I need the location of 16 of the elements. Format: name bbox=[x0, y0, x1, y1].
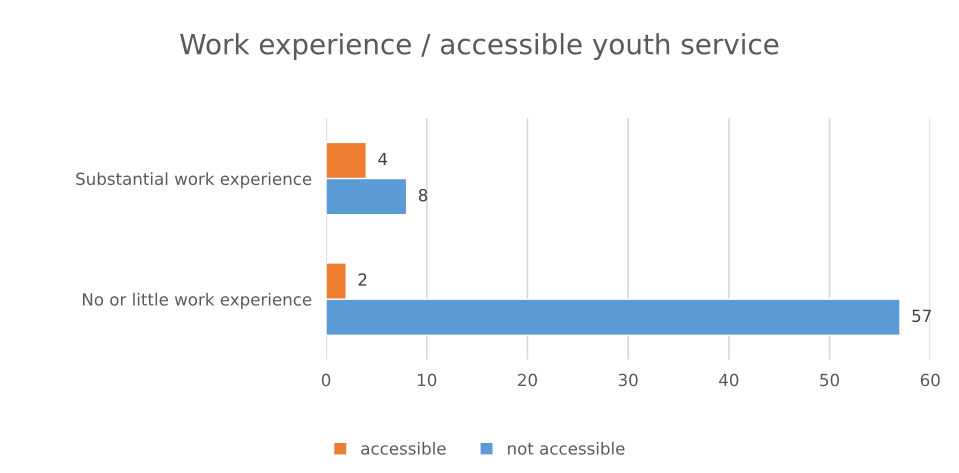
y-tick-label: Substantial work experience bbox=[76, 172, 312, 188]
x-tick-label: 30 bbox=[618, 374, 638, 386]
legend-label: not accessible bbox=[508, 442, 624, 455]
y-tick-label: No or little work experience bbox=[82, 292, 312, 309]
x-tick-label: 10 bbox=[418, 374, 436, 386]
x-tick-label: 40 bbox=[719, 374, 738, 386]
data-label: 4 bbox=[378, 152, 388, 166]
x-tick-label: 60 bbox=[920, 374, 940, 386]
data-label: 57 bbox=[912, 310, 931, 322]
x-tick-label: 0 bbox=[322, 374, 330, 386]
data-label: 2 bbox=[358, 273, 366, 286]
data-label: 8 bbox=[418, 188, 428, 202]
legend-label: accessible bbox=[361, 442, 446, 455]
x-tick-label: 20 bbox=[518, 374, 537, 386]
x-tick-label: 50 bbox=[820, 374, 840, 386]
chart-title: Work experience / accessible youth service bbox=[180, 33, 778, 60]
